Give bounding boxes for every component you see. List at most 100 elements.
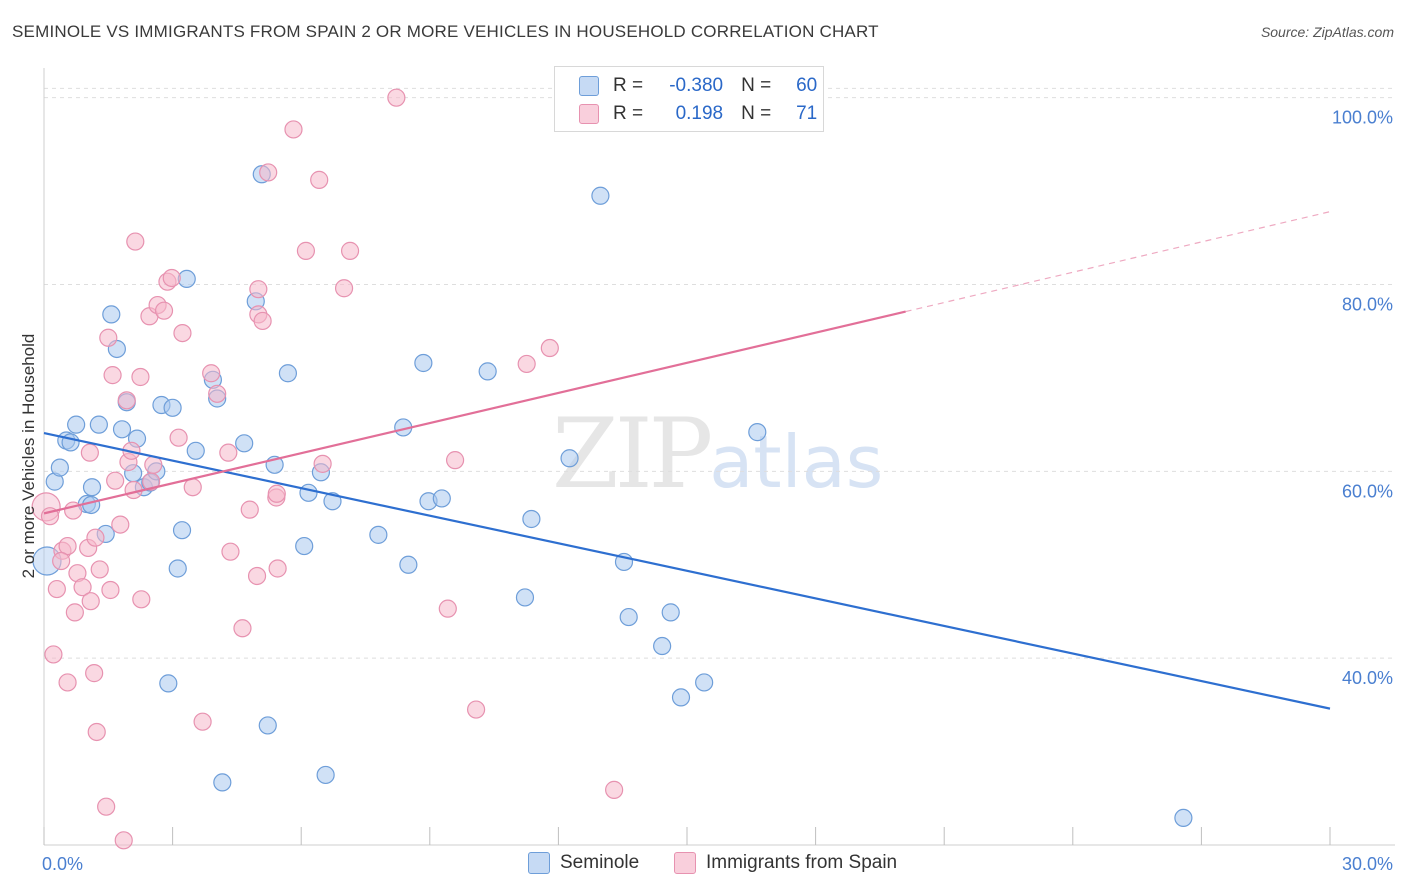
y-axis-title: 2 or more Vehicles in Household <box>19 334 38 579</box>
spain-point <box>284 120 303 139</box>
points-layer <box>31 88 1193 850</box>
spain-point <box>103 366 122 385</box>
seminole-point <box>168 559 187 578</box>
source-credit: Source: ZipAtlas.com <box>1260 24 1394 40</box>
legend-item-spain[interactable]: Immigrants from Spain <box>674 852 897 874</box>
seminole-point <box>748 423 767 442</box>
spain-point <box>208 384 227 403</box>
spain-point <box>99 328 118 347</box>
y-tick-label: 40.0% <box>1342 668 1393 688</box>
spain-point <box>169 428 188 447</box>
seminole-point <box>258 716 277 735</box>
seminole-trendline <box>43 431 1331 710</box>
spain-point <box>268 559 287 578</box>
watermark: ZIPatlas <box>552 398 883 510</box>
seminole-point <box>89 415 108 434</box>
seminole-point <box>82 478 102 497</box>
spain-point <box>247 566 267 586</box>
seminole-point <box>112 420 132 439</box>
grid-layer <box>44 87 1395 659</box>
watermark-zip: ZIP <box>552 398 713 510</box>
axis-layer <box>43 68 1395 846</box>
spain-point <box>334 279 354 298</box>
spain-point <box>126 232 145 251</box>
seminole-point <box>316 765 335 785</box>
spain-point <box>142 472 161 491</box>
seminole-point <box>661 603 680 622</box>
spain-trendline-extension <box>905 211 1331 313</box>
spain-point <box>87 722 106 742</box>
seminole-point <box>299 483 318 502</box>
seminole-point <box>522 509 541 529</box>
seminole-point <box>295 536 314 556</box>
seminole-point <box>163 398 182 417</box>
r-label: R = <box>613 103 644 124</box>
r-label: R = <box>613 75 644 96</box>
spain-point <box>253 311 272 331</box>
spain-point <box>605 780 624 799</box>
spain-point <box>221 542 240 561</box>
seminole-point <box>1174 808 1193 828</box>
spain-point <box>340 241 360 260</box>
spain-point <box>106 471 125 490</box>
seminole-point <box>478 362 497 381</box>
seminole-point <box>414 353 433 373</box>
spain-swatch <box>579 104 599 124</box>
spain-point <box>132 590 151 609</box>
spain-point <box>97 797 116 816</box>
series-legend: Seminole Immigrants from Spain <box>0 850 1406 878</box>
y-tick-label: 60.0% <box>1342 481 1393 501</box>
spain-point <box>466 700 486 719</box>
seminole-point <box>653 636 672 656</box>
spain-point <box>249 280 268 299</box>
spain-point <box>58 536 77 556</box>
legend-item-seminole[interactable]: Seminole <box>528 852 639 874</box>
seminole-point <box>235 434 254 453</box>
spain-point <box>86 528 105 547</box>
spain-point <box>183 478 202 497</box>
seminole-point <box>177 269 196 289</box>
seminole-point <box>695 673 714 692</box>
watermark-atlas: atlas <box>709 420 884 504</box>
spain-point <box>65 603 84 622</box>
spain-point <box>47 579 66 599</box>
spain-point <box>52 551 71 571</box>
spain-point <box>193 712 212 731</box>
spain-point <box>296 241 316 260</box>
seminole-point <box>172 521 192 540</box>
spain-point <box>80 443 99 462</box>
seminole-point <box>323 492 342 511</box>
seminole-point <box>278 364 298 383</box>
spain-point <box>90 560 109 579</box>
spain-point <box>259 163 278 182</box>
seminole-point <box>515 588 535 607</box>
seminole-point <box>82 495 101 515</box>
spain-point <box>85 664 104 683</box>
spain-point <box>111 515 130 534</box>
spain-point <box>131 367 150 387</box>
seminole-point <box>671 688 691 707</box>
seminole-point <box>102 305 121 324</box>
spain-point <box>387 88 406 107</box>
spain-point <box>240 500 259 519</box>
seminole-point <box>50 458 69 477</box>
x-tick-label: 30.0% <box>1342 854 1393 874</box>
y-tick-label: 100.0% <box>1332 108 1393 128</box>
seminole-point <box>591 186 610 205</box>
seminole-point <box>399 555 418 574</box>
seminole-point <box>67 415 86 434</box>
trend-layer <box>43 211 1331 710</box>
spain-point <box>267 484 286 503</box>
seminole-point <box>186 441 205 460</box>
spain-point <box>154 301 174 320</box>
spain-point <box>445 451 465 470</box>
seminole-point <box>213 773 232 792</box>
spain-point <box>162 268 181 288</box>
spain-point <box>517 354 536 374</box>
seminole-swatch <box>579 76 599 96</box>
spain-point <box>44 645 63 664</box>
seminole-point <box>369 525 388 544</box>
seminole-legend-swatch <box>528 852 550 874</box>
n-value: 60 <box>796 75 818 96</box>
